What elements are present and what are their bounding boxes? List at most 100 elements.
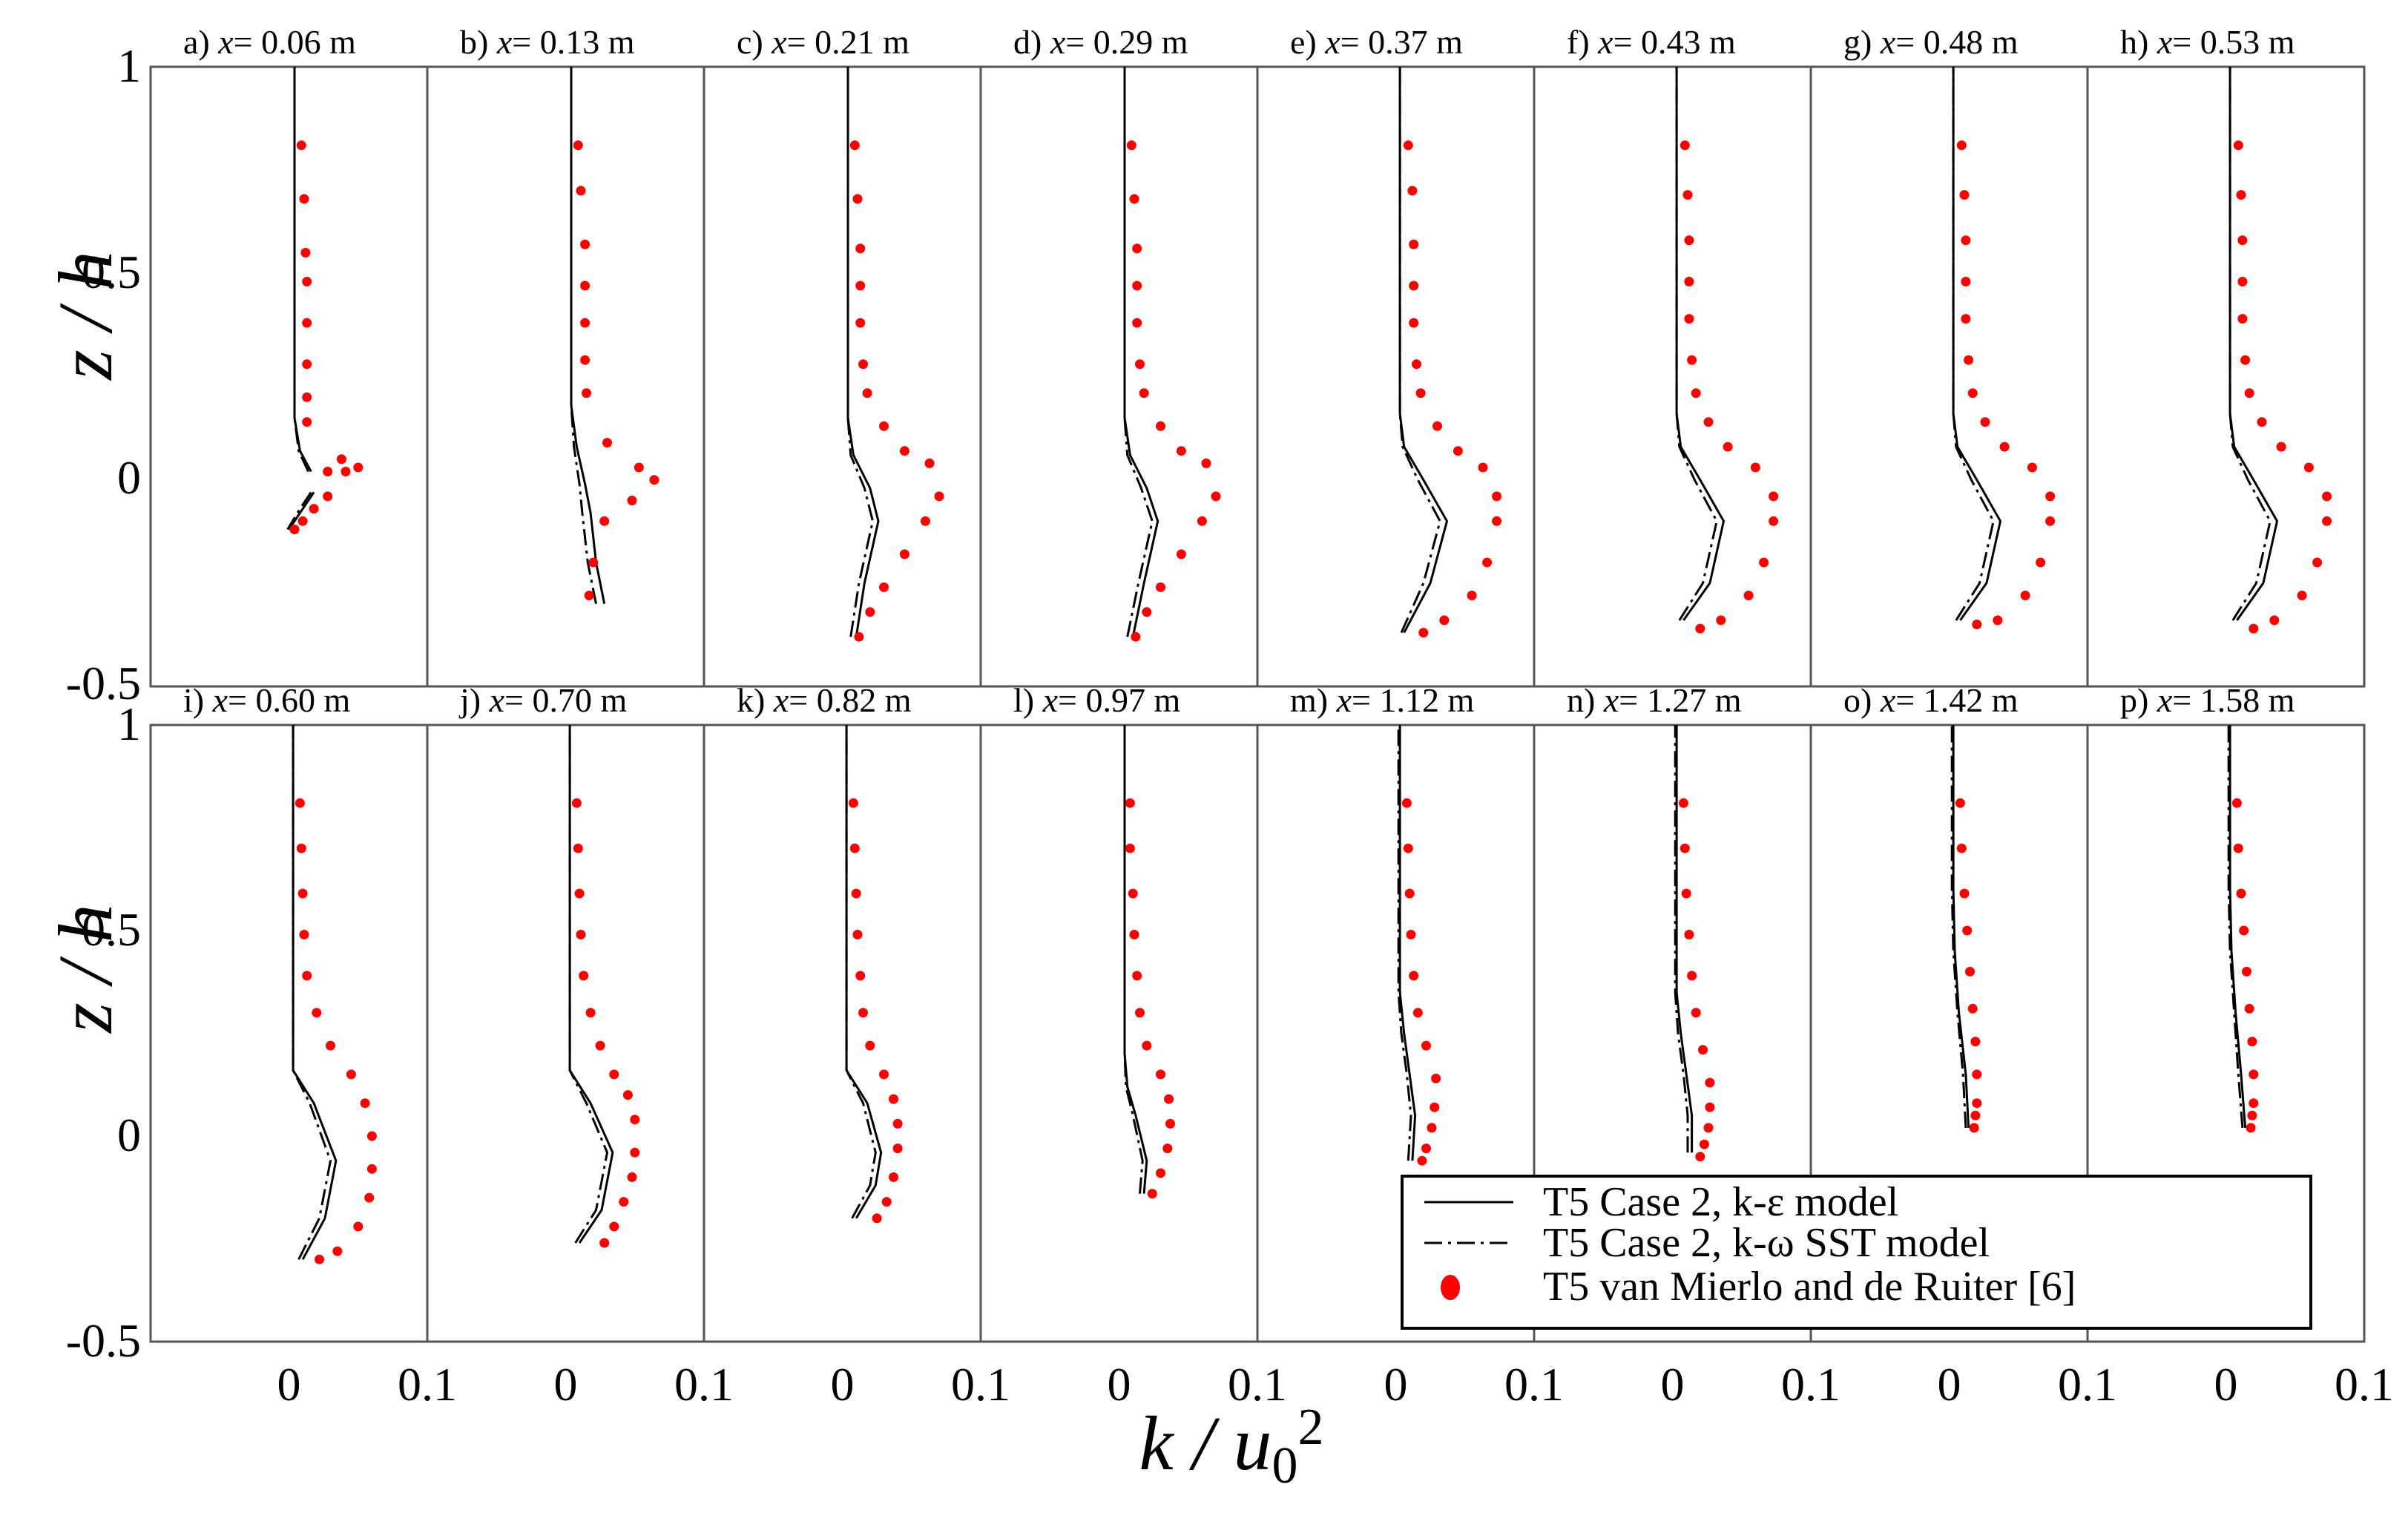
exp-point: [299, 194, 309, 204]
exp-point: [1969, 1123, 1979, 1133]
exp-point: [609, 1069, 619, 1080]
exp-point: [872, 1213, 882, 1224]
exp-point: [852, 930, 863, 939]
exp-point: [1682, 190, 1693, 200]
exp-point: [1131, 631, 1141, 642]
panel-title: p) x= 1.58 m: [2120, 681, 2295, 719]
exp-point: [2249, 623, 2259, 634]
exp-point: [2233, 140, 2243, 151]
exp-point: [1970, 1110, 1981, 1120]
legend-label-exp: T5 van Mierlo and de Ruiter [6]: [1543, 1264, 2076, 1310]
exp-point: [579, 971, 589, 981]
panel-label: o): [1843, 681, 1881, 719]
panel-x-symbol: x: [212, 681, 228, 719]
panel-12: l) x= 0.97 m 0 0.1: [979, 681, 1287, 1411]
exp-point: [1705, 1102, 1715, 1112]
keps-line: [1952, 725, 1970, 1128]
komega-line: [293, 67, 309, 473]
exp-point: [332, 1246, 343, 1256]
exp-point: [1703, 417, 1714, 427]
xlabel: k / u02: [1139, 1399, 1323, 1494]
exp-point: [1961, 277, 1971, 286]
exp-point: [341, 467, 351, 476]
komega-line: [568, 725, 609, 1244]
exp-point: [1412, 359, 1421, 370]
exp-point: [312, 1008, 322, 1018]
panel-x-symbol: x: [1050, 23, 1066, 61]
exp-point: [2045, 491, 2056, 502]
panel-x-value: = 0.21 m: [787, 23, 909, 61]
exp-point: [571, 798, 582, 808]
exp-point: [1993, 615, 2003, 626]
exp-point: [574, 888, 585, 899]
komega-line: [1952, 67, 1995, 621]
exp-point: [1959, 190, 1970, 200]
panel-4: d) x= 0.29 m: [979, 23, 1259, 688]
panel-x-value: = 0.60 m: [228, 681, 350, 719]
panel-label: k): [737, 681, 774, 719]
exp-point: [302, 971, 312, 981]
panel-frame: [426, 65, 705, 688]
exp-point: [1999, 442, 2010, 452]
exp-point: [299, 930, 309, 939]
exp-point: [1139, 388, 1149, 398]
exp-point: [1691, 388, 1701, 398]
exp-point: [2239, 925, 2249, 936]
exp-point: [2249, 1069, 2259, 1080]
exp-point: [858, 359, 868, 370]
xtick-label: 0.1: [1228, 1358, 1287, 1411]
exp-point: [302, 417, 312, 427]
komega-line: [570, 67, 597, 604]
ytick-label: -0.5: [66, 1314, 141, 1367]
komega-line: [845, 725, 877, 1219]
exp-point: [2236, 190, 2246, 200]
exp-point: [1699, 1139, 1709, 1149]
exp-point: [2244, 388, 2254, 398]
xtick-label: 0.1: [2335, 1358, 2394, 1411]
panel-x-symbol: x: [1880, 23, 1896, 61]
panel-3: c) x= 0.21 m: [703, 23, 982, 688]
panel-5: e) x= 0.37 m: [1256, 23, 1536, 688]
keps-line-lower: [288, 491, 315, 531]
exp-point: [1409, 971, 1419, 981]
exp-point: [1961, 235, 1971, 246]
panel-x-value: = 1.42 m: [1895, 681, 2018, 719]
panel-x-symbol: x: [771, 23, 787, 61]
panel-x-value: = 0.82 m: [789, 681, 911, 719]
exp-point: [2269, 615, 2280, 626]
exp-point: [295, 798, 305, 808]
exp-point: [302, 318, 312, 328]
exp-point: [1680, 140, 1690, 151]
exp-point: [892, 1143, 903, 1154]
exp-point: [1132, 318, 1142, 328]
exp-point: [1406, 930, 1416, 939]
exp-point: [353, 1221, 363, 1232]
exp-point: [1431, 1073, 1441, 1083]
exp-point: [588, 557, 599, 568]
exp-point: [1680, 843, 1690, 853]
panel-title: f) x= 0.43 m: [1567, 23, 1736, 61]
exp-point: [1759, 557, 1769, 568]
exp-point: [855, 243, 866, 254]
exp-point: [1492, 491, 1502, 502]
exp-point: [1128, 888, 1138, 899]
panel-x-symbol: x: [1603, 681, 1619, 719]
komega-line: [2227, 725, 2244, 1129]
panel-x-value: = 0.48 m: [1895, 23, 2018, 61]
panel-title: o) x= 1.42 m: [1843, 681, 2019, 719]
panel-x-value: = 0.06 m: [234, 23, 356, 61]
exp-point: [1695, 1152, 1705, 1162]
keps-line: [846, 67, 880, 637]
exp-point: [315, 1254, 324, 1264]
exp-point: [1132, 971, 1142, 981]
exp-point: [862, 388, 872, 398]
komega-line: [1123, 67, 1154, 637]
exp-point: [879, 1069, 889, 1080]
exp-point: [1211, 491, 1221, 502]
exp-point: [649, 475, 659, 485]
exp-point: [302, 359, 312, 370]
exp-point: [2244, 1003, 2254, 1014]
exp-point: [323, 467, 333, 476]
keps-line: [1675, 725, 1694, 1153]
komega-line: [846, 67, 875, 637]
